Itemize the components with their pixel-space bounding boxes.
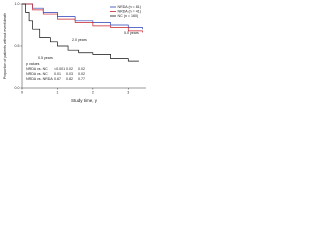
annotation: 2.0 years [72,38,87,42]
annotation: 5.0 years [124,31,139,35]
annotation: 0.5 years [38,56,53,60]
table-header: p values [26,62,40,66]
table-cell: NRDA vs. NC [26,72,48,76]
legend-label: NRDA (n = 81) [118,5,141,9]
table-cell: NRDA vs. NC [26,67,48,71]
survival-line [22,3,139,62]
x-tick-label: 3 [127,90,129,94]
y-tick-label: 1.0 [15,2,20,6]
table-cell: <0.001 [54,67,65,71]
table-cell: 0.77 [78,77,85,81]
table-cell: 0.02 [66,67,73,71]
table-cell: 0.02 [78,67,85,71]
chart: Proportion of patients without event/dea… [3,2,146,103]
table-cell: 0.67 [54,77,61,81]
y-tick-label: 0.0 [15,86,20,90]
table-cell: 0.82 [66,77,73,81]
x-axis-label: Study time, y [71,98,98,103]
legend-label: NRDA (n = 41) [118,9,141,13]
table-cell: 0.01 [54,72,61,76]
page: {"chart_data": {"type": "line", "step": … [0,0,320,105]
legend-label: NC (n = 160) [118,14,139,18]
y-axis-label: Proportion of patients without event/dea… [3,13,7,79]
x-tick-label: 1 [56,90,58,94]
y-tick-label: 0.5 [15,44,20,48]
x-tick-label: 2 [92,90,94,94]
x-tick-label: 0 [21,90,23,94]
table-cell: 0.02 [78,72,85,76]
table-cell: NRDA vs. NRDA [26,77,53,81]
table-cell: 0.03 [66,72,73,76]
survival-line [22,3,143,33]
